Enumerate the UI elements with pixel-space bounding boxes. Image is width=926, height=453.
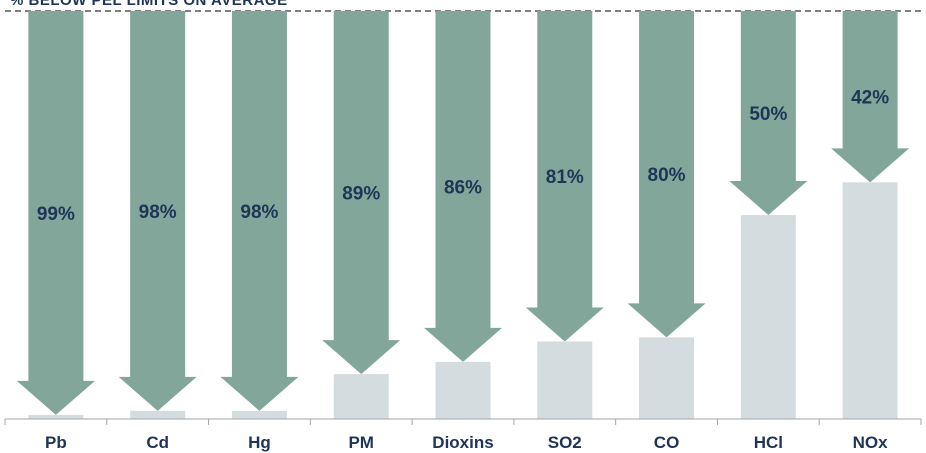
reduction-arrow-hg xyxy=(220,11,299,411)
category-label-pm: PM xyxy=(348,433,374,452)
value-label-pb: 99% xyxy=(37,204,75,225)
reduction-arrow-co xyxy=(627,11,706,338)
value-label-dioxins: 86% xyxy=(444,177,482,198)
reduction-arrow-dioxins xyxy=(424,11,502,362)
remaining-bar-pm xyxy=(333,374,389,419)
category-label-so2: SO2 xyxy=(548,433,582,452)
category-labels: Pb Cd Hg PM Dioxins SO2 CO HCl NOx xyxy=(45,433,888,452)
remaining-bar-dioxins xyxy=(435,361,491,419)
remaining-bar-hcl xyxy=(740,215,796,419)
reduction-arrow-hcl xyxy=(729,11,808,215)
value-label-pm: 89% xyxy=(342,184,380,205)
reduction-arrow-nox xyxy=(831,11,910,183)
value-label-hg: 98% xyxy=(240,202,278,223)
value-label-so2: 81% xyxy=(546,167,584,188)
value-label-nox: 42% xyxy=(851,88,889,109)
category-label-pb: Pb xyxy=(45,433,67,452)
category-label-dioxins: Dioxins xyxy=(432,433,493,452)
remaining-bar-so2 xyxy=(537,341,593,419)
remaining-bar-hg xyxy=(231,410,287,419)
reduction-arrow-pb xyxy=(16,11,95,415)
reduction-arrow-cd xyxy=(118,11,197,411)
remaining-bar-cd xyxy=(130,410,186,419)
category-label-hcl: HCl xyxy=(754,433,783,452)
category-label-nox: NOx xyxy=(853,433,889,452)
value-label-hcl: 50% xyxy=(749,104,787,125)
reduction-arrow-so2 xyxy=(525,11,604,342)
remaining-bar-nox xyxy=(842,182,898,419)
reduction-arrow-pm xyxy=(322,11,401,375)
value-labels: 99% 98% 98% 89% 86% 81% 80% 50% 42% xyxy=(37,88,889,225)
reduction-arrows xyxy=(16,11,910,415)
chart-title: % BELOW PEL LIMITS ON AVERAGE xyxy=(10,0,288,9)
remaining-bar-co xyxy=(639,337,695,419)
value-label-co: 80% xyxy=(648,165,686,186)
x-axis-ticks xyxy=(4,419,922,425)
category-label-hg: Hg xyxy=(248,433,271,452)
value-label-cd: 98% xyxy=(139,202,177,223)
remaining-bar-pb xyxy=(28,414,84,419)
remaining-bars xyxy=(28,182,898,419)
category-label-co: CO xyxy=(654,433,680,452)
category-label-cd: Cd xyxy=(146,433,169,452)
